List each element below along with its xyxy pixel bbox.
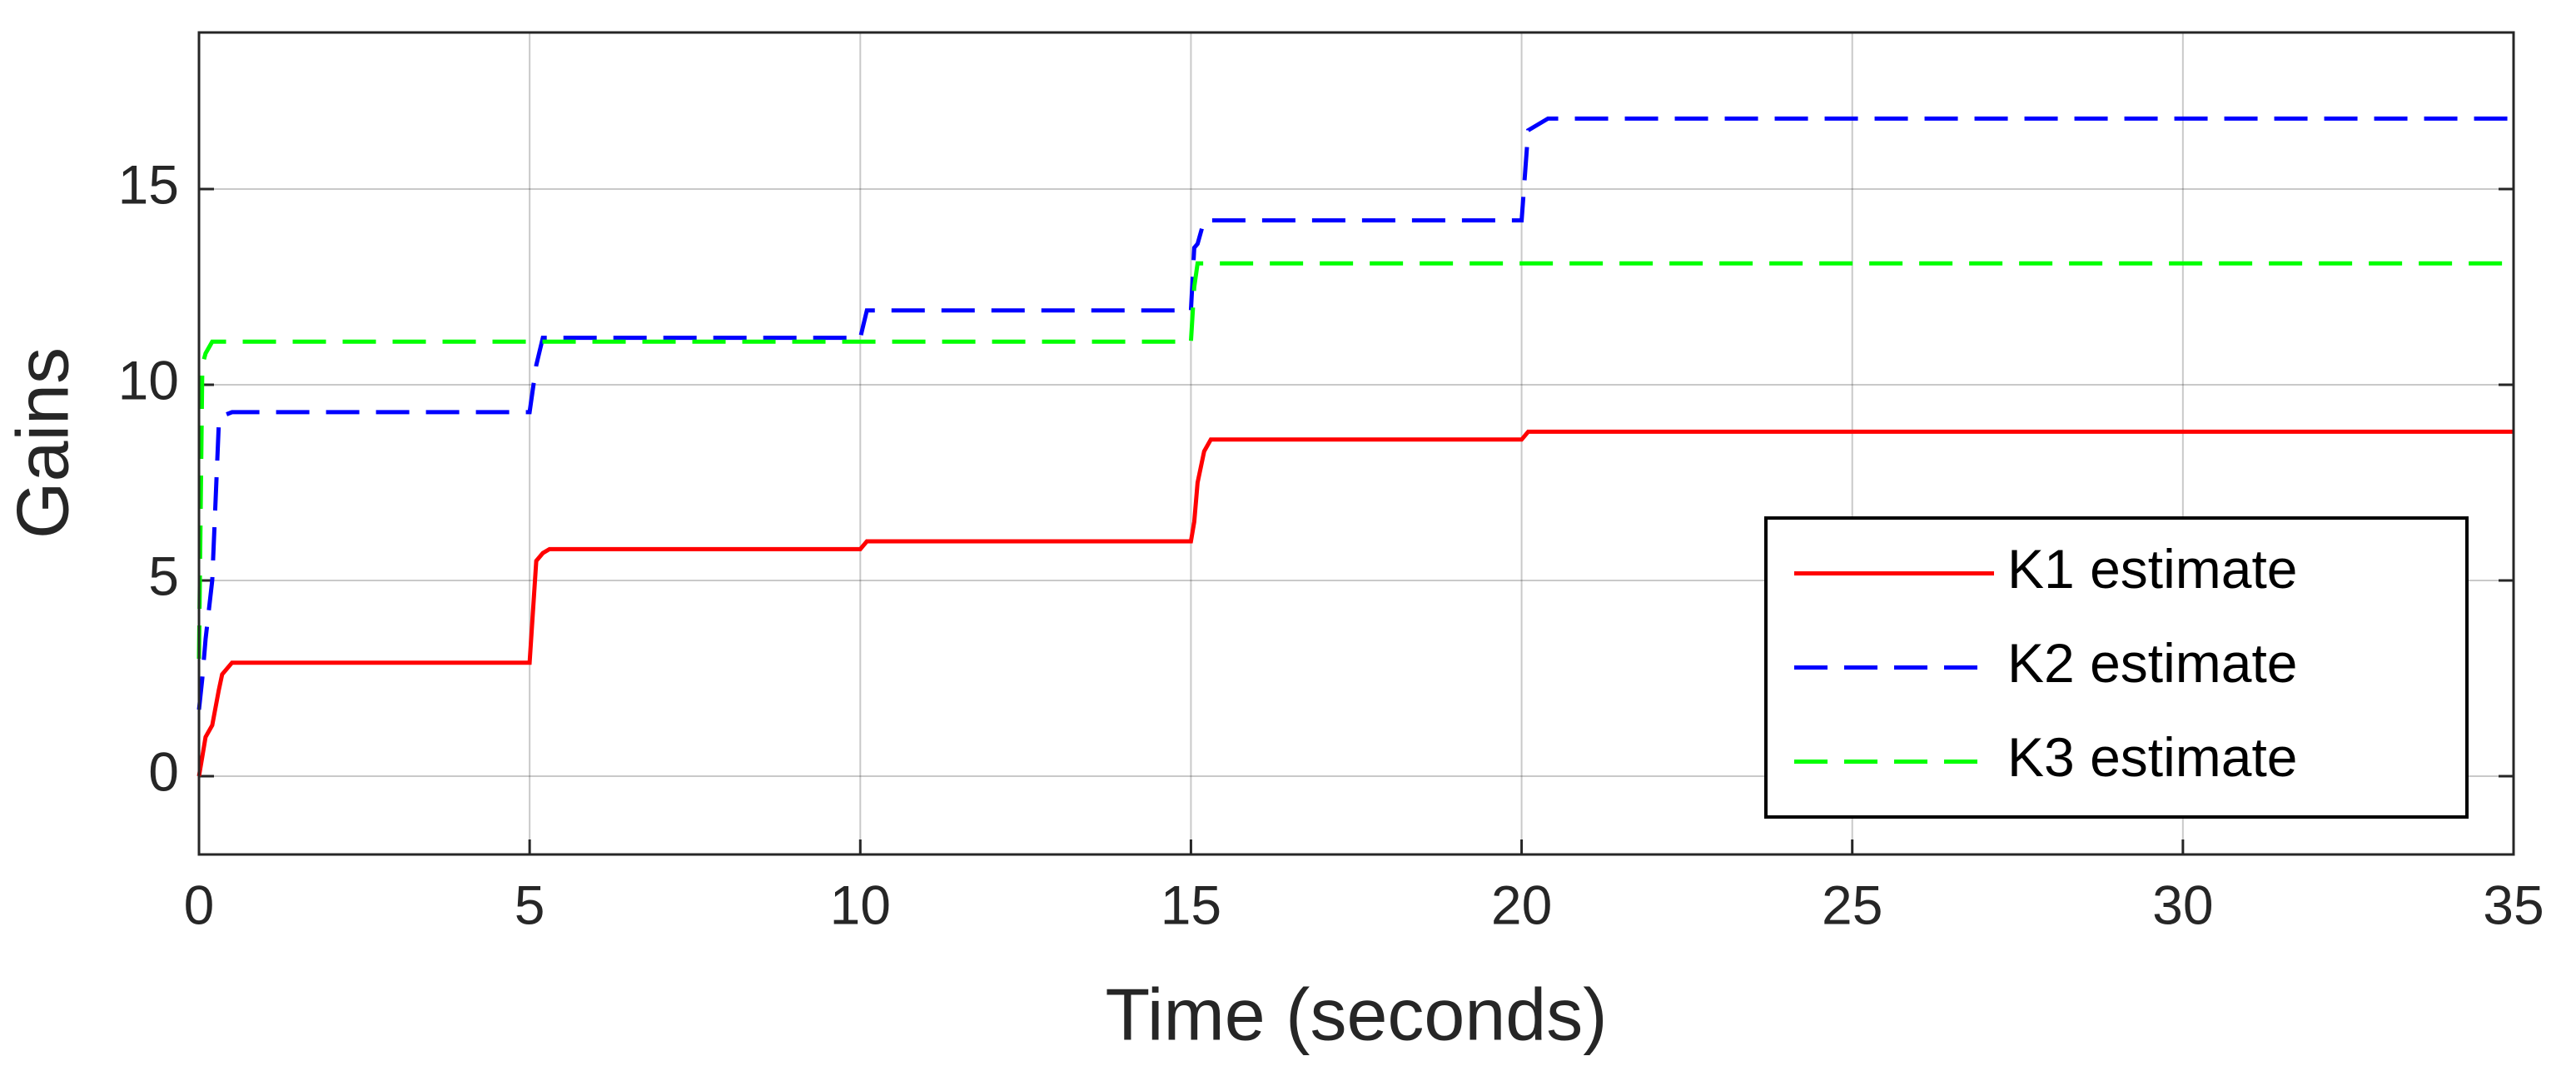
series-line (196, 429, 2514, 777)
y-tick-label: 5 (148, 545, 179, 606)
legend-box (1764, 516, 2469, 819)
legend-label: K1 estimate (2007, 538, 2298, 600)
x-tick-label: 20 (1491, 874, 1552, 935)
x-tick-label: 10 (830, 874, 891, 935)
legend-label: K3 estimate (2007, 726, 2298, 788)
legend-label: K2 estimate (2007, 632, 2298, 694)
x-tick-label: 0 (184, 874, 215, 935)
y-axis-label: Gains (1, 347, 83, 539)
plot-border (197, 31, 2515, 856)
x-tick-label: 15 (1161, 874, 1221, 935)
x-tick-label: 35 (2483, 874, 2544, 935)
y-tick-label: 0 (148, 740, 179, 802)
series-line (196, 261, 2514, 660)
x-tick-label: 25 (1822, 874, 1882, 935)
legend: K1 estimate K2 estimate K3 estimate (1764, 516, 2469, 819)
x-tick-label: 30 (2152, 874, 2213, 935)
x-axis-label: Time (seconds) (1105, 973, 1607, 1055)
series-line (196, 116, 2514, 710)
x-tick-label: 5 (515, 874, 545, 935)
y-tick-label: 10 (118, 349, 179, 411)
y-tick-label: 15 (118, 153, 179, 215)
